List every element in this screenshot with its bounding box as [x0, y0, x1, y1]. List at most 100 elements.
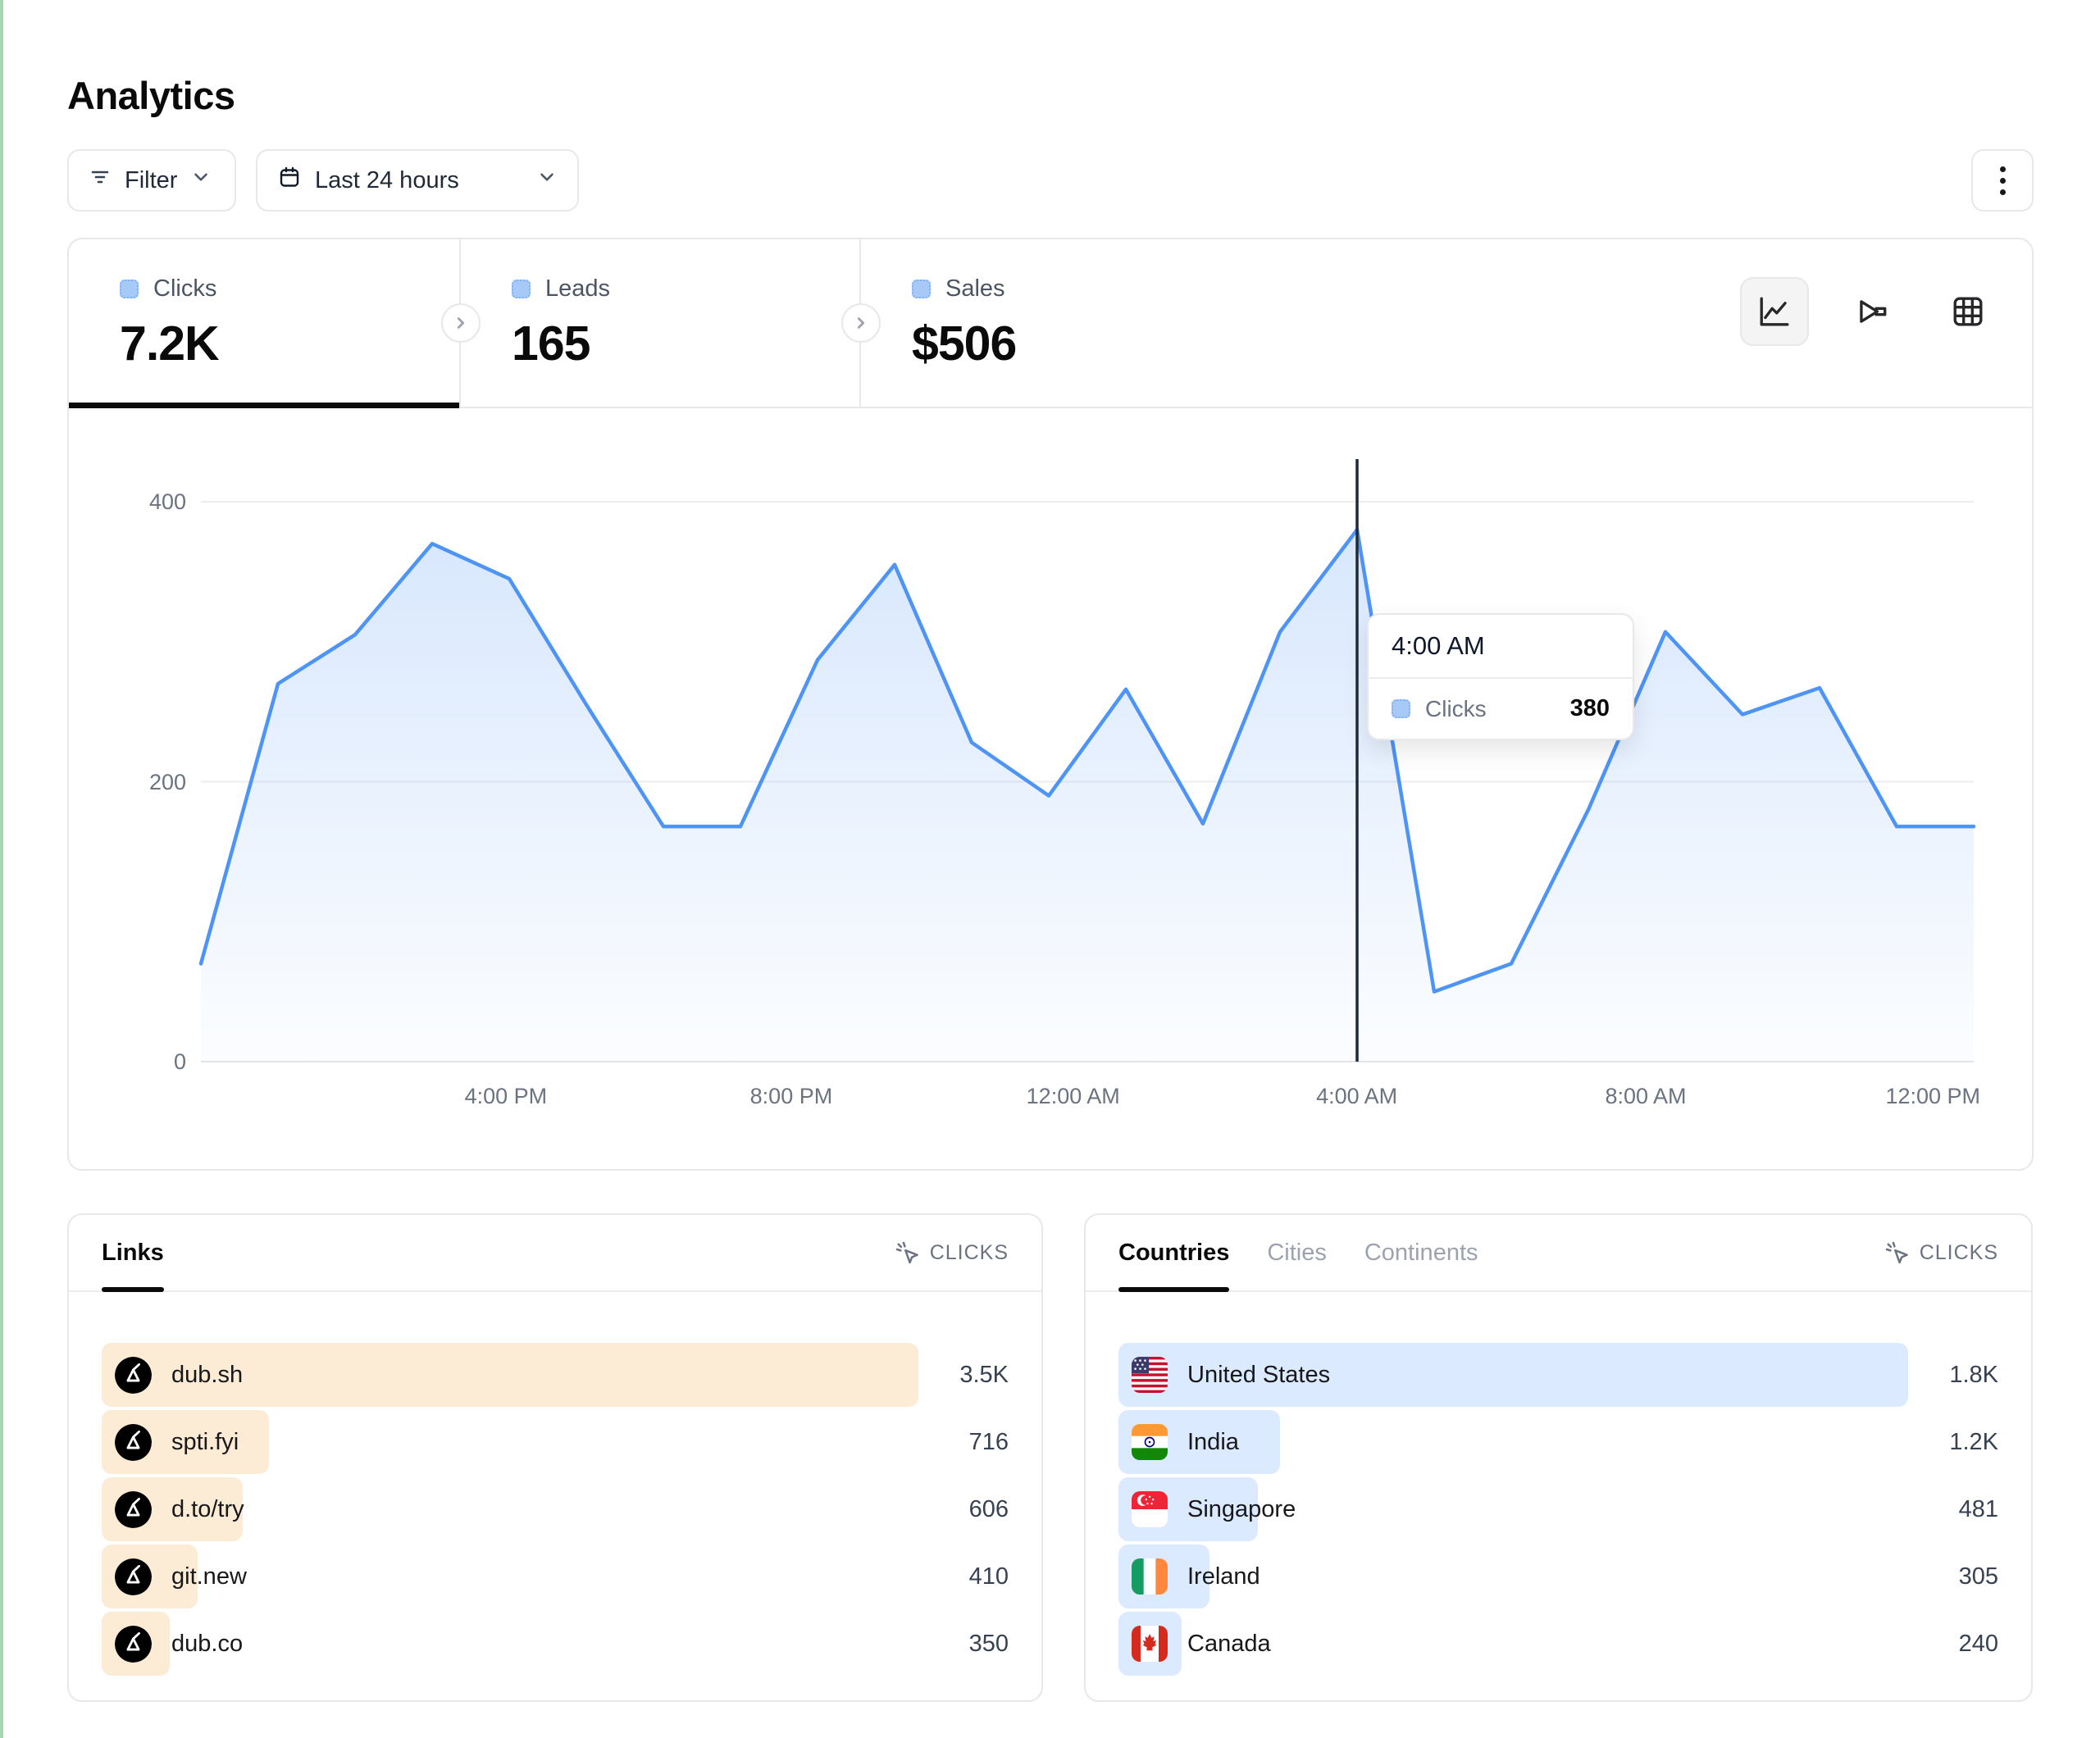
x-axis-tick-label: 8:00 PM: [749, 1084, 833, 1108]
date-range-button[interactable]: Last 24 hours: [256, 149, 579, 212]
links-metric-toggle[interactable]: CLICKS: [894, 1240, 1009, 1266]
stat-label: Leads: [545, 275, 611, 302]
row-content: spti.fyi: [102, 1410, 239, 1474]
tab-links[interactable]: Links: [102, 1215, 164, 1292]
tab-continents[interactable]: Continents: [1364, 1239, 1478, 1266]
row-bar-track: India: [1118, 1410, 1908, 1474]
link-row[interactable]: dub.co 350: [102, 1612, 1009, 1676]
cursor-click-icon: [895, 1241, 918, 1264]
leads-series-marker-icon: [512, 280, 531, 298]
row-content: git.new: [102, 1545, 247, 1608]
links-metric-label: CLICKS: [929, 1240, 1009, 1264]
row-value: 1.8K: [1949, 1361, 1998, 1388]
filter-button[interactable]: Filter: [67, 149, 236, 212]
links-panel-header: Links CLICKS: [69, 1215, 1041, 1292]
funnel-icon: [1860, 300, 1887, 323]
calendar-icon: [277, 165, 302, 196]
y-axis-tick-label: 0: [173, 1049, 186, 1074]
expand-stat-chevron-button[interactable]: [841, 303, 881, 343]
table-view-button[interactable]: [1934, 277, 2002, 346]
row-label: dub.co: [171, 1630, 244, 1657]
filter-icon: [89, 166, 112, 195]
row-label: Singapore: [1187, 1495, 1296, 1522]
chevron-down-icon: [190, 166, 212, 194]
country-row[interactable]: Ireland 305: [1118, 1545, 1998, 1608]
tab-countries[interactable]: Countries: [1118, 1215, 1230, 1292]
row-bar-track: Singapore: [1118, 1477, 1908, 1541]
countries-metric-toggle[interactable]: CLICKS: [1884, 1240, 1998, 1266]
sg-flag-icon: [1132, 1491, 1168, 1527]
stat-label: Sales: [945, 275, 1005, 302]
chart-canvas[interactable]: [69, 407, 2032, 1169]
us-flag-icon: [1132, 1357, 1168, 1393]
country-row[interactable]: India 1.2K: [1118, 1410, 1998, 1474]
stat-label: Clicks: [153, 275, 217, 302]
dub-logo-icon: [115, 1625, 152, 1663]
row-content: Canada: [1118, 1612, 1271, 1676]
stat-value: $506: [912, 316, 1017, 371]
chevron-down-icon: [536, 166, 558, 194]
x-axis-tick-label: 8:00 AM: [1605, 1084, 1687, 1108]
links-panel: Links CLICKS dub.sh 3.5K spti.fyi 716 d.to/t…: [67, 1213, 1043, 1702]
filter-label: Filter: [125, 166, 178, 193]
funnel-view-button[interactable]: [1837, 277, 1906, 346]
dub-logo-icon: [115, 1423, 152, 1461]
row-value: 716: [968, 1428, 1009, 1455]
expand-stat-chevron-button[interactable]: [441, 303, 481, 343]
tooltip-time-label: 4:00 AM: [1369, 615, 1633, 679]
link-row[interactable]: dub.sh 3.5K: [102, 1343, 1009, 1407]
chevron-right-icon: [857, 317, 865, 329]
row-value: 240: [1958, 1630, 1998, 1657]
countries-rows: United States 1.8K India 1.2K Singapore 481 Ir…: [1086, 1343, 2031, 1676]
cursor-click-icon: [1885, 1241, 1908, 1264]
row-content: dub.sh: [102, 1343, 243, 1407]
x-axis-tick-label: 12:00 PM: [1885, 1084, 1981, 1108]
country-row[interactable]: Singapore 481: [1118, 1477, 1998, 1541]
row-label: India: [1187, 1428, 1239, 1455]
page-title: Analytics: [67, 74, 235, 118]
row-value: 1.2K: [1949, 1428, 1998, 1455]
tooltip-series-label: Clicks: [1425, 695, 1487, 721]
stats-row: Clicks 7.2K Leads 165 Sales $506: [69, 239, 2032, 408]
in-flag-icon: [1132, 1424, 1168, 1460]
stat-tab-sales[interactable]: Sales $506: [861, 239, 1260, 407]
chart-line: [198, 527, 1976, 994]
row-value: 3.5K: [959, 1361, 1009, 1388]
ie-flag-icon: [1132, 1558, 1168, 1595]
row-bar: [102, 1343, 918, 1407]
row-value: 350: [968, 1630, 1009, 1657]
row-content: United States: [1118, 1343, 1330, 1407]
dub-logo-icon: [115, 1356, 152, 1394]
analytics-card: Clicks 7.2K Leads 165 Sales $506: [67, 238, 2034, 1171]
chart-area-fill: [201, 530, 1974, 1062]
row-value: 410: [968, 1563, 1009, 1590]
more-options-button[interactable]: [1971, 149, 2034, 212]
link-row[interactable]: spti.fyi 716: [102, 1410, 1009, 1474]
row-bar-track: United States: [1118, 1343, 1908, 1407]
stat-value: 165: [512, 316, 590, 371]
x-axis-tick-label: 4:00 PM: [464, 1084, 548, 1108]
page-edge-accent: [0, 0, 3, 1738]
chart-tooltip: 4:00 AM Clicks 380: [1367, 613, 1634, 740]
line-chart-view-button[interactable]: [1740, 277, 1809, 346]
country-row[interactable]: Canada 240: [1118, 1612, 1998, 1676]
stat-value: 7.2K: [120, 316, 220, 371]
link-row[interactable]: d.to/try 606: [102, 1477, 1009, 1541]
chevron-right-icon: [457, 317, 465, 329]
row-bar-track: dub.co: [102, 1612, 918, 1676]
clicks-area-chart: 0 200 400 4:00 PM 8:00 PM 12:00 AM 4:00 AM 8:0…: [69, 407, 2032, 1169]
tab-cities[interactable]: Cities: [1267, 1239, 1327, 1266]
row-bar-track: git.new: [102, 1545, 918, 1608]
table-grid-icon: [1953, 297, 1983, 326]
row-label: United States: [1187, 1361, 1331, 1388]
row-label: git.new: [171, 1563, 247, 1590]
country-row[interactable]: United States 1.8K: [1118, 1343, 1998, 1407]
link-row[interactable]: git.new 410: [102, 1545, 1009, 1608]
stat-tab-leads[interactable]: Leads 165: [461, 239, 861, 407]
date-range-label: Last 24 hours: [315, 166, 459, 193]
stat-tab-clicks[interactable]: Clicks 7.2K: [69, 239, 461, 408]
row-bar-track: Ireland: [1118, 1545, 1908, 1608]
row-content: dub.co: [102, 1612, 243, 1676]
row-bar: [1118, 1343, 1908, 1407]
row-bar-track: d.to/try: [102, 1477, 918, 1541]
